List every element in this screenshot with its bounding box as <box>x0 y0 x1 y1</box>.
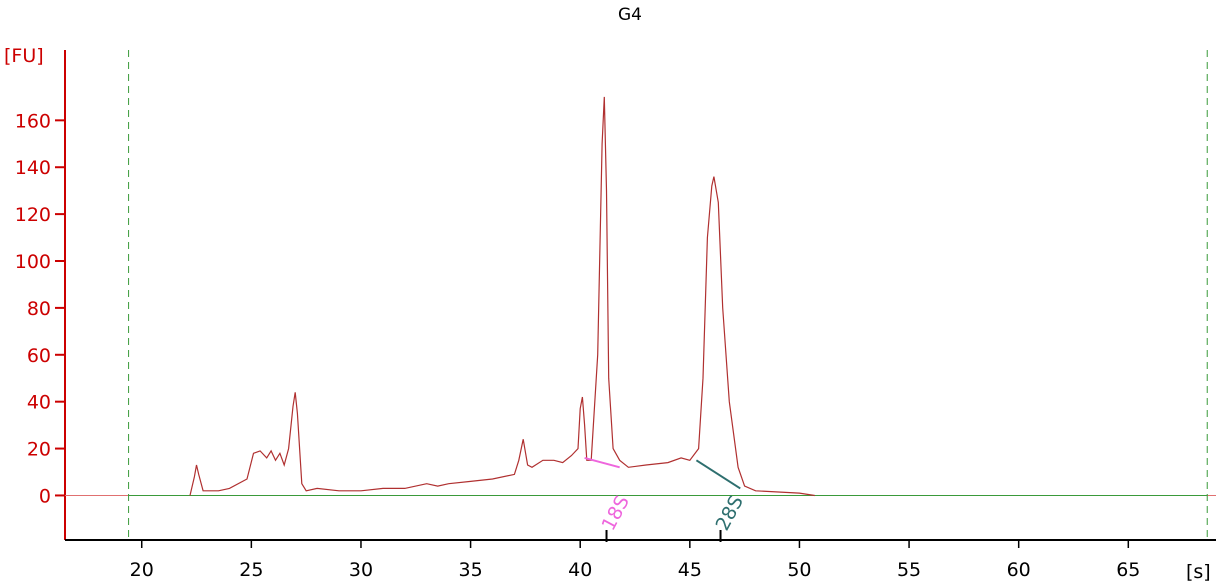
marker-lines <box>128 50 1208 540</box>
x-axis-unit-label: [s] <box>1186 561 1211 583</box>
peak-annotations: 18S 28S <box>584 456 748 542</box>
peak-label: 18S <box>598 492 634 534</box>
peak-integration-line <box>695 459 741 490</box>
y-tick-label: 80 <box>27 298 51 320</box>
y-tick-label: 0 <box>39 485 51 507</box>
plot-area <box>189 96 815 497</box>
chart-title: G4 <box>618 5 642 25</box>
x-tick-label: 45 <box>678 559 702 581</box>
y-tick-label: 160 <box>15 110 51 132</box>
y-axis-unit-label: [FU] <box>4 45 44 67</box>
y-tick-label: 100 <box>15 251 51 273</box>
x-tick-label: 35 <box>458 559 482 581</box>
x-tick-label: 30 <box>349 559 373 581</box>
y-tick-label: 120 <box>15 204 51 226</box>
x-tick-label: 25 <box>239 559 263 581</box>
axes: 0 20 40 60 80 100 120 140 160 20 25 30 35 40 45 50 55 60 6… <box>15 50 1216 581</box>
x-tick-label: 60 <box>1007 559 1031 581</box>
peak-integration-line <box>584 456 620 469</box>
y-tick-label: 20 <box>27 439 51 461</box>
x-tick-label: 65 <box>1116 559 1140 581</box>
x-tick-label: 20 <box>130 559 154 581</box>
y-tick-label: 40 <box>27 392 51 414</box>
x-tick-label: 50 <box>787 559 811 581</box>
fluorescence-trace <box>189 96 815 497</box>
peak-label: 28S <box>712 492 748 534</box>
y-tick-label: 140 <box>15 157 51 179</box>
x-tick-label: 40 <box>568 559 592 581</box>
y-tick-label: 60 <box>27 345 51 367</box>
x-tick-label: 55 <box>897 559 921 581</box>
